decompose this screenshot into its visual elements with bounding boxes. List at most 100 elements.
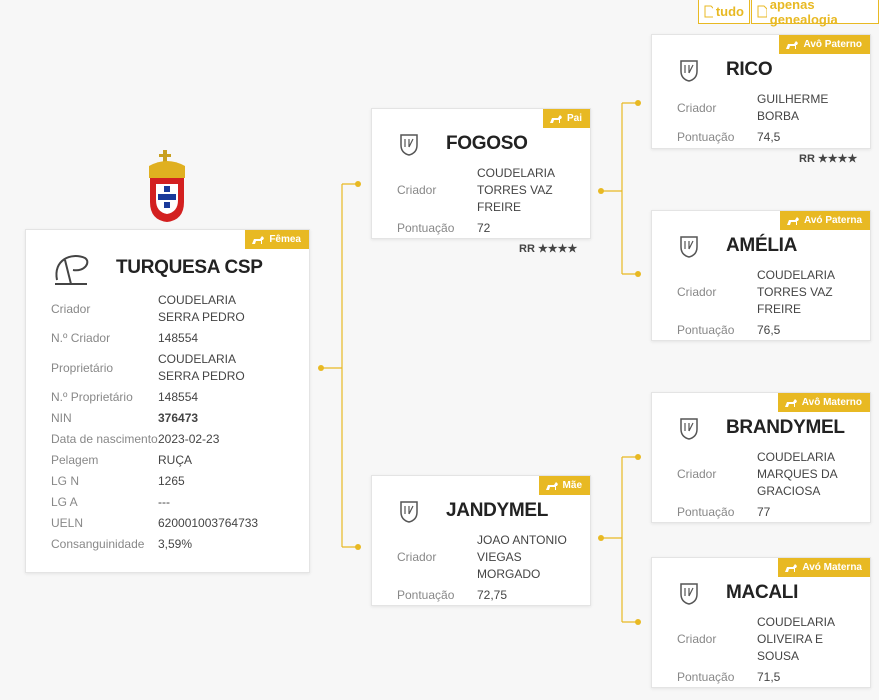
horse-icon <box>549 114 562 123</box>
logo <box>51 250 91 293</box>
field-label: Pontuação <box>677 323 735 337</box>
horse-card: Avô Paterno RICO Criador GUILHERME BORBA Pon… <box>651 34 871 149</box>
horse-card: Avó Paterna AMÉLIA Criador COUDELARIA TORRE… <box>651 210 871 341</box>
field-row: Pontuação 77 <box>677 504 852 521</box>
field-label: Pelagem <box>51 453 99 467</box>
rating: RR ★★★★ <box>519 243 578 255</box>
horse-name: MACALI <box>726 582 799 603</box>
field-value: COUDELARIA TORRES VAZ FREIRE <box>757 268 835 316</box>
field-row: Pelagem RUÇA <box>51 452 273 469</box>
button-label: apenas genealogia <box>769 0 838 27</box>
brand-logo <box>680 236 698 258</box>
badge: Fêmea <box>245 230 309 249</box>
field-row: LG N 1265 <box>51 473 273 490</box>
logo <box>677 580 701 611</box>
field-label: Criador <box>677 467 717 481</box>
field-row: Pontuação 72 <box>397 220 572 237</box>
fields: Criador COUDELARIA SERRA PEDRO N.º Criador… <box>51 292 273 557</box>
field-value: COUDELARIA OLIVEIRA E SOUSA <box>757 615 835 663</box>
badge-label: Pai <box>566 113 582 124</box>
field-label: Criador <box>397 550 437 564</box>
brand-logo <box>680 418 698 440</box>
field-label: LG N <box>51 474 80 488</box>
field-label: Pontuação <box>677 670 735 684</box>
field-value: 3,59% <box>158 537 193 551</box>
brand-logo <box>400 134 418 156</box>
field-value: --- <box>158 495 170 509</box>
horse-card: Fêmea TURQUESA CSP Criador COUDELARIA SERRA… <box>25 229 310 573</box>
horse-icon <box>545 481 558 490</box>
logo <box>677 57 701 88</box>
field-value: 148554 <box>158 390 199 404</box>
fields: Criador COUDELARIA OLIVEIRA E SOUSA Pontua… <box>677 614 852 690</box>
field-value: 72,75 <box>477 588 508 602</box>
brand-logo <box>55 255 89 285</box>
field-row: Criador JOAO ANTONIO VIEGAS MORGADO <box>397 532 572 583</box>
field-value: 77 <box>757 505 771 519</box>
field-row: Criador COUDELARIA TORRES VAZ FREIRE <box>677 267 852 318</box>
fields: Criador COUDELARIA TORRES VAZ FREIRE Pontu… <box>677 267 852 343</box>
field-label: Proprietário <box>51 360 114 375</box>
horse-card: Avó Materna MACALI Criador COUDELARIA OLIVE… <box>651 557 871 688</box>
horse-name: FOGOSO <box>446 133 528 154</box>
field-label: Criador <box>677 632 717 646</box>
badge: Pai <box>542 109 590 128</box>
field-value: 620001003764733 <box>158 516 259 530</box>
field-row: Criador GUILHERME BORBA <box>677 91 852 125</box>
field-value: COUDELARIA TORRES VAZ FREIRE <box>477 166 555 214</box>
badge: Mãe <box>538 476 590 495</box>
logo <box>677 233 701 264</box>
badge-label: Avô Paterno <box>803 39 862 50</box>
horse-name: BRANDYMEL <box>726 417 845 438</box>
field-label: Data de nascimento <box>51 432 158 446</box>
field-label: Criador <box>397 183 437 197</box>
horse-name: AMÉLIA <box>726 235 798 256</box>
horse-icon <box>786 40 799 49</box>
field-row: NIN 376473 <box>51 410 273 427</box>
field-value: 76,5 <box>757 323 781 337</box>
horse-name: TURQUESA CSP <box>116 257 263 278</box>
field-value: 148554 <box>158 331 199 345</box>
field-label: NIN <box>51 411 72 425</box>
horse-name: RICO <box>726 59 773 80</box>
horse-card: Mãe JANDYMEL Criador JOAO ANTONIO VIEGAS MO… <box>371 475 591 606</box>
badge: Avô Materno <box>777 393 870 412</box>
brand-logo <box>680 60 698 82</box>
horse-icon <box>787 216 800 225</box>
field-row: Proprietário COUDELARIA SERRA PEDRO <box>51 351 273 385</box>
badge-label: Avô Materno <box>801 397 862 408</box>
field-row: Criador COUDELARIA SERRA PEDRO <box>51 292 273 326</box>
rating: RR ★★★★ <box>799 153 858 165</box>
fields: Criador COUDELARIA MARQUES DA GRACIOSA Pon… <box>677 449 852 525</box>
field-row: Pontuação 72,75 <box>397 587 572 604</box>
field-row: N.º Criador 148554 <box>51 330 273 347</box>
pdf-icon <box>704 5 713 18</box>
fields: Criador JOAO ANTONIO VIEGAS MORGADO Pontua… <box>397 532 572 608</box>
field-value: 71,5 <box>757 670 781 684</box>
badge-label: Avó Materna <box>802 562 862 573</box>
field-value: RUÇA <box>158 453 193 467</box>
coat-of-arms <box>149 150 185 222</box>
badge-label: Avó Paterna <box>804 215 862 226</box>
horse-name: JANDYMEL <box>446 500 549 521</box>
horse-icon <box>252 235 265 244</box>
horse-card: Pai FOGOSO Criador COUDELARIA TORRES VAZ FR… <box>371 108 591 239</box>
download-genealogy-button[interactable]: apenas genealogia <box>751 0 879 27</box>
field-value: COUDELARIA SERRA PEDRO <box>158 293 245 324</box>
field-row: Pontuação 74,5 <box>677 129 852 146</box>
horse-card: Avô Materno BRANDYMEL Criador COUDELARIA MA… <box>651 392 871 523</box>
logo <box>397 131 421 162</box>
download-all-button[interactable]: tudo <box>698 0 750 24</box>
field-label: Pontuação <box>397 221 455 235</box>
field-label: Pontuação <box>677 505 735 519</box>
fields: Criador COUDELARIA TORRES VAZ FREIRE Pontu… <box>397 165 572 241</box>
field-row: Criador COUDELARIA OLIVEIRA E SOUSA <box>677 614 852 665</box>
field-row: Data de nascimento 2023-02-23 <box>51 431 273 448</box>
field-row: LG A --- <box>51 494 273 511</box>
fields: Criador GUILHERME BORBA Pontuação 74,5 <box>677 91 852 150</box>
field-row: Consanguinidade 3,59% <box>51 536 273 553</box>
field-value: 376473 <box>158 411 199 425</box>
field-row: Pontuação 71,5 <box>677 669 852 686</box>
